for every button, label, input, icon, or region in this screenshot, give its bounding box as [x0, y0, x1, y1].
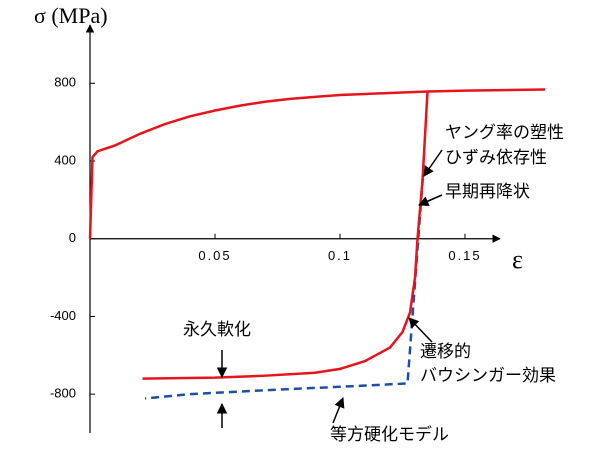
- curve: [144, 164, 425, 400]
- x-tick-label: 0.15: [448, 248, 481, 263]
- x-tick-label: 0.1: [328, 248, 352, 263]
- arrow: [423, 149, 443, 177]
- y-tick-label: -400: [50, 308, 76, 323]
- y-axis-label: σ (MPa): [34, 3, 108, 28]
- x-axis-label: ε: [512, 245, 523, 274]
- annotation: 早期再降状: [445, 182, 530, 202]
- annotation: 遷移的: [420, 342, 471, 362]
- annotation: ヤング率の塑性: [445, 123, 564, 143]
- arrow: [332, 397, 345, 424]
- y-tick-label: 400: [54, 152, 76, 167]
- arrow: [418, 194, 443, 207]
- y-tick-label: 800: [54, 75, 76, 90]
- y-tick-label: -800: [50, 386, 76, 401]
- annotation: 等方硬化モデル: [330, 424, 449, 445]
- annotation: バウシンガー効果: [420, 366, 556, 386]
- annotation: 永久軟化: [183, 320, 251, 340]
- x-tick-label: 0.05: [198, 248, 231, 263]
- y-tick-label: 0: [69, 230, 76, 245]
- annotation: ひずみ依存性: [445, 148, 547, 168]
- arrow: [408, 317, 433, 343]
- curve: [142, 91, 429, 380]
- curve: [88, 88, 546, 239]
